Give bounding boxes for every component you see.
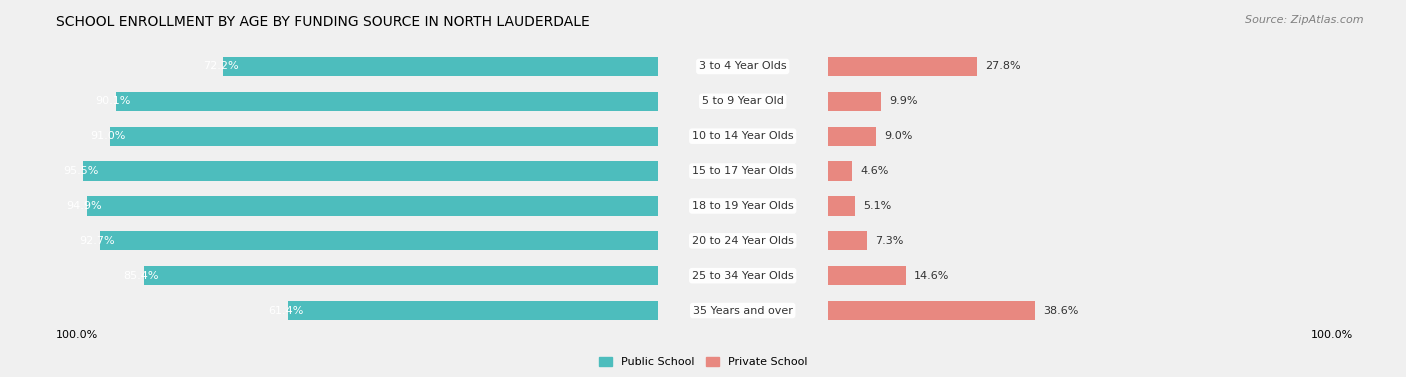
Legend: Public School, Private School: Public School, Private School [595,352,811,371]
Text: 4.6%: 4.6% [860,166,889,176]
Text: 9.9%: 9.9% [889,96,917,106]
Text: 5 to 9 Year Old: 5 to 9 Year Old [702,96,783,106]
Bar [0,84,828,119]
Text: 100.0%: 100.0% [1310,330,1353,340]
Text: 92.7%: 92.7% [80,236,115,246]
Text: 94.9%: 94.9% [66,201,103,211]
Text: 72.2%: 72.2% [202,61,239,72]
Bar [828,92,880,111]
Bar [0,188,658,223]
Bar [224,57,658,76]
Bar [0,154,828,188]
Bar [0,49,828,84]
Bar [828,231,868,250]
Bar [658,188,1406,223]
Bar [83,161,658,181]
Bar [658,119,1406,154]
Bar [0,258,658,293]
Text: 95.5%: 95.5% [63,166,98,176]
Text: Source: ZipAtlas.com: Source: ZipAtlas.com [1246,15,1364,25]
Text: 5.1%: 5.1% [863,201,891,211]
Text: SCHOOL ENROLLMENT BY AGE BY FUNDING SOURCE IN NORTH LAUDERDALE: SCHOOL ENROLLMENT BY AGE BY FUNDING SOUR… [56,15,591,29]
Text: 10 to 14 Year Olds: 10 to 14 Year Olds [692,131,793,141]
Text: 38.6%: 38.6% [1043,305,1078,316]
Bar [111,127,658,146]
Bar [0,223,828,258]
Bar [658,49,1406,84]
Bar [828,266,905,285]
Text: 91.0%: 91.0% [90,131,125,141]
Bar [0,223,658,258]
Bar [0,293,658,328]
Bar [0,119,828,154]
Text: 15 to 17 Year Olds: 15 to 17 Year Olds [692,166,793,176]
Bar [658,84,1406,119]
Bar [0,293,828,328]
Bar [828,161,852,181]
Bar [828,196,855,216]
Bar [658,258,1406,293]
Bar [0,49,658,84]
Bar [143,266,658,285]
Bar [828,301,1035,320]
Bar [828,57,977,76]
Bar [658,223,1406,258]
Text: 35 Years and over: 35 Years and over [693,305,793,316]
Text: 27.8%: 27.8% [984,61,1021,72]
Text: 100.0%: 100.0% [56,330,98,340]
Bar [658,293,1406,328]
Text: 90.1%: 90.1% [96,96,131,106]
Text: 25 to 34 Year Olds: 25 to 34 Year Olds [692,271,793,281]
Bar [0,188,828,223]
Bar [658,154,1406,188]
Bar [0,154,658,188]
Text: 14.6%: 14.6% [914,271,949,281]
Bar [828,127,876,146]
Text: 7.3%: 7.3% [875,236,903,246]
Text: 3 to 4 Year Olds: 3 to 4 Year Olds [699,61,786,72]
Bar [0,119,658,154]
Text: 9.0%: 9.0% [884,131,912,141]
Bar [0,84,658,119]
Text: 18 to 19 Year Olds: 18 to 19 Year Olds [692,201,793,211]
Bar [0,258,828,293]
Text: 61.4%: 61.4% [269,305,304,316]
Text: 85.4%: 85.4% [124,271,159,281]
Bar [115,92,658,111]
Text: 20 to 24 Year Olds: 20 to 24 Year Olds [692,236,793,246]
Bar [100,231,658,250]
Bar [87,196,658,216]
Bar [288,301,658,320]
